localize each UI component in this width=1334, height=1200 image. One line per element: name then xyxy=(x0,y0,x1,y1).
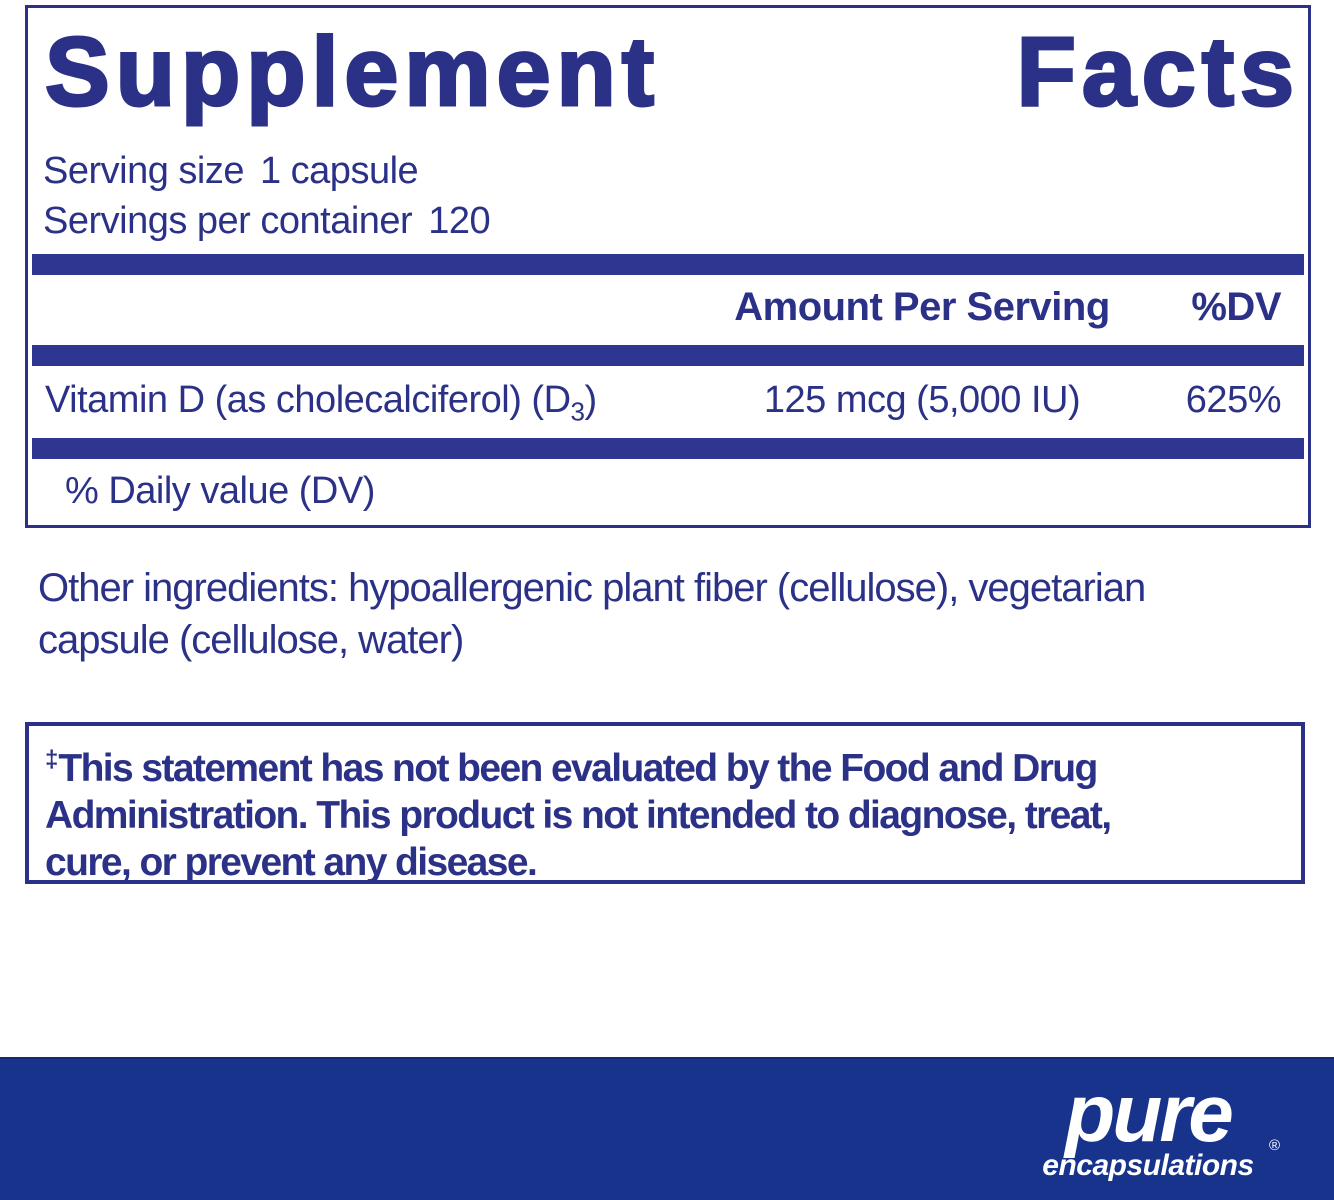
amount-per-serving-header: Amount Per Serving xyxy=(734,285,1110,329)
other-ingredients-line1: Other ingredients: hypoallergenic plant … xyxy=(38,566,1146,610)
fda-disclaimer-text: ‡This statement has not been evaluated b… xyxy=(45,736,1285,886)
table-header-row: Amount Per Serving %DV xyxy=(28,285,1308,335)
other-ingredients-line2: capsule (cellulose, water) xyxy=(38,618,464,662)
brand-subname-row: encapsulations ® xyxy=(1028,1137,1280,1182)
registered-trademark-symbol: ® xyxy=(1268,1137,1280,1154)
nutrient-name: Vitamin D (as cholecalciferol) (D3) xyxy=(45,379,598,425)
daily-value-footnote: % Daily value (DV) xyxy=(65,470,375,512)
serving-size-value: 1 capsule xyxy=(259,150,419,192)
nutrient-name-prefix: Vitamin D (as cholecalciferol) (D xyxy=(45,379,571,421)
brand-subname: encapsulations xyxy=(1042,1149,1254,1182)
nutrient-name-suffix: ) xyxy=(584,379,598,421)
divider-bar-header xyxy=(32,345,1304,366)
fda-disclaimer-box: ‡This statement has not been evaluated b… xyxy=(25,722,1305,884)
pure-encapsulations-logo: pure encapsulations ® xyxy=(1028,1068,1280,1182)
serving-info: Serving size 1 capsule Servings per conta… xyxy=(43,146,491,246)
nutrient-name-subscript: 3 xyxy=(570,396,585,427)
serving-size-row: Serving size 1 capsule xyxy=(43,146,490,196)
divider-bar-bottom xyxy=(32,438,1304,459)
divider-bar-top xyxy=(32,254,1304,275)
disclaimer-line1-text: This statement has not been evaluated by… xyxy=(58,747,1098,790)
brand-name: pure xyxy=(1065,1068,1234,1159)
percent-dv-header: %DV xyxy=(1191,285,1281,329)
disclaimer-line2: Administration. This product is not inte… xyxy=(45,794,1112,837)
title-word-facts: Facts xyxy=(1015,17,1300,126)
servings-per-container-value: 120 xyxy=(428,200,491,242)
other-ingredients-paragraph: Other ingredients: hypoallergenic plant … xyxy=(38,562,1300,666)
serving-size-label: Serving size xyxy=(43,150,244,192)
servings-per-container-row: Servings per container 120 xyxy=(43,196,491,246)
double-dagger-symbol: ‡ xyxy=(45,746,59,773)
disclaimer-line3: cure, or prevent any disease. xyxy=(45,841,538,884)
nutrient-amount: 125 mcg (5,000 IU) xyxy=(763,379,1081,421)
brand-band: pure encapsulations ® xyxy=(0,1057,1334,1200)
supplement-facts-panel: Supplement Facts Serving size 1 capsule S… xyxy=(25,5,1311,528)
disclaimer-line1: ‡This statement has not been evaluated b… xyxy=(45,736,1285,792)
vitamin-d-row: Vitamin D (as cholecalciferol) (D3) 125 … xyxy=(28,379,1308,431)
panel-title: Supplement Facts xyxy=(43,17,1300,126)
title-word-supplement: Supplement xyxy=(43,17,661,126)
nutrient-dv: 625% xyxy=(1185,379,1282,421)
servings-per-container-label: Servings per container xyxy=(43,200,413,242)
